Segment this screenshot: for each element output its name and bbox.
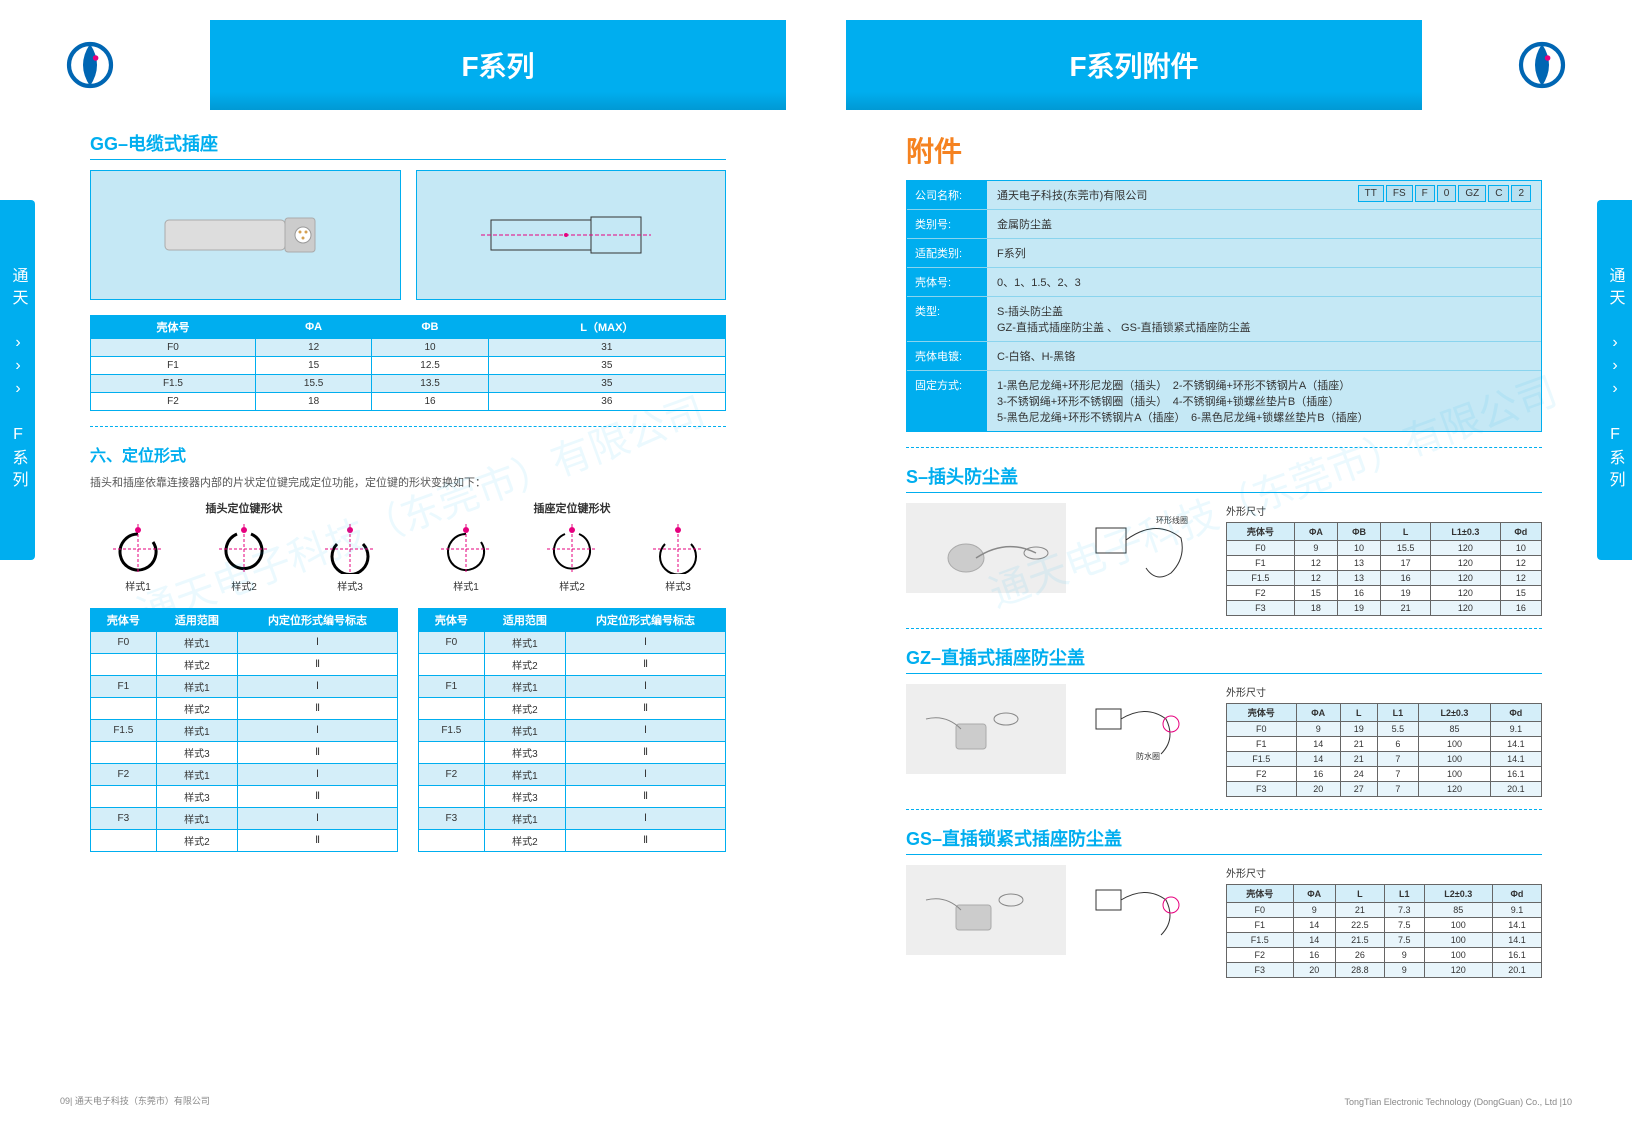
s-title: S–插头防尘盖 — [906, 463, 1542, 493]
plate-value: C-白铬、H-黑铬 — [987, 342, 1541, 370]
gs-photo — [906, 865, 1066, 955]
divider — [90, 426, 726, 427]
connector-photo-icon — [155, 200, 335, 270]
gg-photo — [90, 170, 401, 300]
keying-desc: 插头和插座依靠连接器内部的片状定位键完成定位功能，定位键的形状变换如下： — [90, 474, 726, 490]
footer-right: TongTian Electronic Technology (DongGuan… — [1345, 1097, 1572, 1107]
divider — [906, 809, 1542, 810]
left-page: F系列 通天 ››› F系列 GG–电缆式插座 壳体号ΦAΦBL（MAX）F01… — [0, 0, 816, 1122]
side-tab-left: 通天 ››› F系列 — [0, 200, 35, 560]
header-right: F系列附件 — [846, 20, 1422, 110]
s-tbl-title: 外形尺寸 — [1226, 503, 1542, 518]
match-value: F系列 — [987, 239, 1541, 267]
key-style-3: 样式3 — [325, 524, 375, 593]
cat-label: 类别号: — [907, 210, 987, 238]
s-photo — [906, 503, 1066, 593]
connector-drawing-icon — [471, 195, 671, 275]
shell-value: 0、1、1.5、2、3 — [987, 268, 1541, 296]
key-style-2: 样式2 — [547, 524, 597, 593]
gs-tbl-title: 外形尺寸 — [1226, 865, 1542, 880]
company-value: 通天电子科技(东莞市)有限公司 TTFSF0GZC2 — [987, 181, 1541, 209]
s-section: 环形线圈 外形尺寸 壳体号ΦAΦBLL1±0.3ΦdF091015.512010… — [906, 503, 1542, 616]
key-style-1: 样式1 — [441, 524, 491, 593]
gs-table: 壳体号ΦALL1L2±0.3ΦdF09217.3859.1F11422.57.5… — [1226, 884, 1542, 978]
gz-tbl-title: 外形尺寸 — [1226, 684, 1542, 699]
side-tab-right: 通天 ››› F系列 — [1597, 200, 1632, 560]
company-text: 通天电子科技(东莞市)有限公司 — [997, 190, 1147, 202]
gg-drawing — [416, 170, 727, 300]
gz-photo — [906, 684, 1066, 774]
gz-title: GZ–直插式插座防尘盖 — [906, 644, 1542, 674]
code-box: F — [1415, 185, 1435, 202]
code-box: 0 — [1437, 185, 1457, 202]
gs-title: GS–直插锁紧式插座防尘盖 — [906, 825, 1542, 855]
key-style-3: 样式3 — [653, 524, 703, 593]
company-label: 公司名称: — [907, 181, 987, 209]
accessories-title: 附件 — [906, 130, 1542, 170]
gz-table: 壳体号ΦALL1L2±0.3ΦdF09195.5859.1F1142161001… — [1226, 703, 1542, 797]
gg-table: 壳体号ΦAΦBL（MAX）F0121031F11512.535F1.515.51… — [90, 315, 726, 411]
code-box: C — [1488, 185, 1509, 202]
code-box: GZ — [1458, 185, 1486, 202]
keying-title: 六、定位形式 — [90, 442, 726, 466]
code-box: FS — [1386, 185, 1413, 202]
svg-text:环形线圈: 环形线圈 — [1156, 515, 1188, 525]
svg-text:防水圈: 防水圈 — [1136, 751, 1160, 761]
gz-section: 防水圈 外形尺寸 壳体号ΦALL1L2±0.3ΦdF09195.5859.1F1… — [906, 684, 1542, 797]
gz-drawing: 防水圈 — [1081, 684, 1211, 774]
gs-drawing — [1081, 865, 1211, 955]
key-style-1: 样式1 — [113, 524, 163, 593]
code-box: 2 — [1511, 185, 1531, 202]
gg-title: GG–电缆式插座 — [90, 130, 726, 160]
type-label: 类型: — [907, 297, 987, 341]
fix-label: 固定方式: — [907, 371, 987, 431]
s-drawing: 环形线圈 — [1081, 503, 1211, 593]
gs-section: 外形尺寸 壳体号ΦALL1L2±0.3ΦdF09217.3859.1F11422… — [906, 865, 1542, 978]
header-left: F系列 — [210, 20, 786, 110]
right-page: F系列附件 通天 ››› F系列 附件 公司名称: 通天电子科技(东莞市)有限公… — [816, 0, 1632, 1122]
code-box: TT — [1358, 185, 1384, 202]
keying-diagrams: 插头定位键形状 样式1 样式2 样式3 插座定位键形状 样式1 样式2 样式3 — [90, 500, 726, 593]
socket-key-label: 插座定位键形状 — [418, 500, 726, 516]
logo-right — [1482, 20, 1602, 110]
plate-label: 壳体电镀: — [907, 342, 987, 370]
info-grid: 公司名称: 通天电子科技(东莞市)有限公司 TTFSF0GZC2 类别号:金属防… — [906, 180, 1542, 432]
plug-key-label: 插头定位键形状 — [90, 500, 398, 516]
s-table: 壳体号ΦAΦBLL1±0.3ΦdF091015.512010F112131712… — [1226, 522, 1542, 616]
type-value: S-插头防尘盖 GZ-直插式插座防尘盖 、 GS-直插锁紧式插座防尘盖 — [987, 297, 1541, 341]
header-title-left: F系列 — [461, 45, 534, 85]
cat-value: 金属防尘盖 — [987, 210, 1541, 238]
footer-left: 09| 通天电子科技（东莞市）有限公司 — [60, 1094, 210, 1107]
divider — [906, 447, 1542, 448]
fix-value: 1-黑色尼龙绳+环形尼龙圈（插头） 2-不锈钢绳+环形不锈钢片A（插座） 3-不… — [987, 371, 1541, 431]
gg-images — [90, 170, 726, 300]
match-label: 适配类别: — [907, 239, 987, 267]
keying-tables: 壳体号适用范围内定位形式编号标志F0样式1Ⅰ样式2ⅡF1样式1Ⅰ样式2ⅡF1.5… — [90, 608, 726, 867]
divider — [906, 628, 1542, 629]
shell-label: 壳体号: — [907, 268, 987, 296]
logo-left — [30, 20, 150, 110]
key-style-2: 样式2 — [219, 524, 269, 593]
header-title-right: F系列附件 — [1069, 45, 1198, 85]
